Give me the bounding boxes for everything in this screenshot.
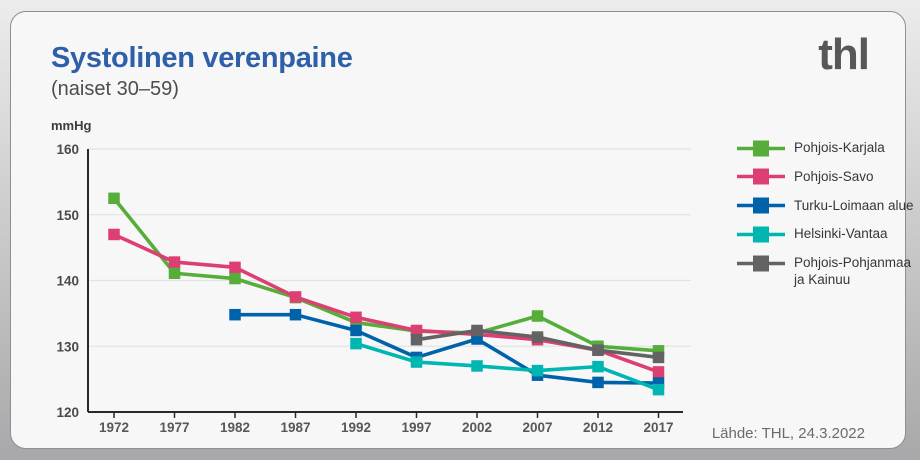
x-tick-label: 1987 [280, 420, 310, 435]
y-tick-label: 140 [56, 274, 79, 289]
data-point-marker [350, 311, 362, 324]
legend-label: Helsinki-Vantaa [794, 226, 888, 242]
y-tick-label: 120 [56, 405, 79, 420]
x-tick-label: 1982 [220, 420, 250, 435]
y-tick-label: 130 [56, 339, 79, 354]
series-pohjois-savo [108, 228, 665, 378]
page-subtitle: (naiset 30–59) [51, 78, 179, 100]
legend-label: Pohjois-Karjala [794, 140, 885, 155]
legend-label: Pohjois-Savo [794, 168, 874, 184]
line-chart: 120 130 140 150 160 1972 1977 1982 1987 1992 1997 2… [56, 142, 691, 435]
series-line [112, 197, 659, 353]
legend-swatch [737, 197, 785, 214]
chart-legend: Pohjois-Karjala Pohjois-Savo Turku-Loimaan… [737, 12, 920, 352]
legend-item-pohjois-pohjanmaa-ja-kainuu: Pohjois-Pohjanmaa ja Kainuu [737, 255, 914, 289]
series-pohjois-karjala [108, 192, 665, 357]
series-helsinki-vantaa [350, 337, 665, 396]
x-tick-label: 2017 [643, 420, 673, 435]
data-point-marker [350, 337, 362, 350]
y-tick-label: 150 [56, 208, 79, 223]
data-point-marker [471, 360, 483, 372]
legend-item-pohjois-karjala: Pohjois-Karjala [737, 140, 885, 157]
x-tick-label: 2007 [522, 420, 552, 435]
y-tick-label: 160 [56, 142, 79, 157]
legend-swatch [737, 140, 785, 156]
data-point-marker [410, 356, 423, 368]
data-point-marker [652, 383, 665, 396]
y-axis-labels: 120 130 140 150 160 [56, 142, 79, 420]
x-tick-label: 2012 [583, 420, 613, 435]
page-title: Systolinen verenpaine [51, 42, 353, 74]
data-point-marker [592, 344, 604, 356]
infographic-card: Systolinen verenpaine (naiset 30–59) thl… [10, 11, 914, 449]
x-tick-label: 1972 [99, 420, 129, 435]
data-point-marker [289, 308, 302, 321]
legend-swatch [737, 226, 785, 243]
legend-item-helsinki-vantaa: Helsinki-Vantaa [737, 226, 888, 243]
legend-item-turku-loimaan-alue: Turku-Loimaan alue [737, 197, 914, 214]
x-tick-label: 2002 [462, 420, 492, 435]
data-point-marker [229, 272, 241, 285]
data-point-marker [652, 351, 665, 364]
data-point-marker [229, 261, 241, 274]
data-point-marker [410, 333, 423, 346]
axes [87, 149, 683, 418]
data-point-marker [531, 364, 544, 377]
legend-item-pohjois-savo: Pohjois-Savo [737, 168, 874, 185]
data-point-marker [652, 345, 665, 357]
data-point-marker [108, 228, 120, 241]
data-point-marker [531, 310, 544, 322]
data-point-marker [652, 377, 665, 389]
data-point-marker [592, 360, 604, 373]
x-tick-label: 1992 [341, 420, 371, 435]
series-line [235, 312, 659, 385]
legend-swatch [737, 168, 785, 185]
thl-logo: thl [818, 30, 870, 79]
data-point-marker [471, 333, 483, 345]
data-point-marker [168, 256, 181, 268]
source-note: Lähde: THL, 24.3.2022 [711, 425, 865, 442]
legend-label: Turku-Loimaan alue [794, 197, 914, 213]
gridlines [88, 148, 691, 347]
x-tick-label: 1997 [401, 420, 431, 435]
x-axis-labels: 1972 1977 1982 1987 1992 1997 2002 2007 2012 2017 [99, 420, 674, 435]
data-point-marker [592, 376, 604, 389]
data-point-marker [229, 308, 241, 321]
unit-label: mmHg [51, 118, 92, 133]
legend-label: Pohjois-Pohjanmaa ja Kainuu [794, 255, 912, 287]
x-tick-label: 1977 [159, 420, 189, 435]
data-point-marker [289, 291, 302, 303]
series-pohjois-pohjanmaa-ja-kainuu [410, 324, 665, 364]
legend-swatch [737, 255, 785, 272]
series-line [355, 341, 660, 392]
data-point-marker [471, 324, 483, 337]
data-point-marker [350, 324, 362, 337]
data-point-marker [531, 331, 544, 343]
data-point-marker [108, 192, 120, 205]
data-point-marker [410, 324, 423, 337]
data-point-marker [652, 366, 665, 378]
data-point-marker [168, 267, 181, 280]
